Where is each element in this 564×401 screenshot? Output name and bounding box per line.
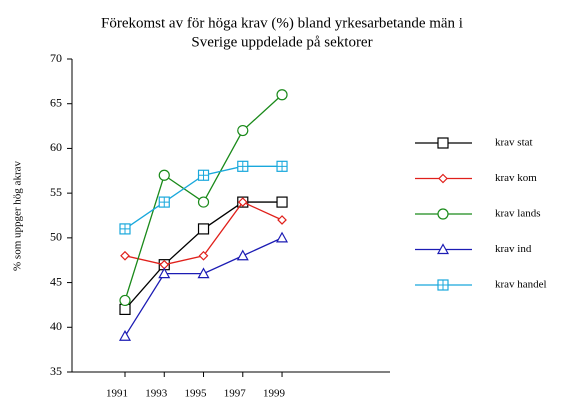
marker bbox=[438, 173, 448, 184]
marker-cross bbox=[277, 161, 288, 172]
x-tick-label: 1995 bbox=[185, 388, 208, 400]
marker-cross bbox=[237, 161, 248, 172]
marker bbox=[276, 89, 288, 101]
x-tick-label: 1999 bbox=[263, 388, 286, 400]
y-tick-label: 65 bbox=[50, 95, 62, 109]
legend-label: krav kom bbox=[495, 172, 537, 184]
marker bbox=[276, 196, 288, 208]
y-tick-label: 55 bbox=[50, 185, 62, 199]
y-tick-label: 70 bbox=[50, 51, 62, 65]
marker bbox=[119, 294, 131, 307]
legend-label: krav lands bbox=[495, 208, 541, 220]
marker bbox=[120, 250, 130, 261]
y-tick-label: 50 bbox=[50, 230, 62, 244]
marker bbox=[237, 124, 249, 137]
marker-cross bbox=[198, 170, 209, 181]
marker-cross bbox=[159, 197, 170, 208]
y-axis-label: % som uppger hög akrav bbox=[12, 161, 24, 271]
marker bbox=[158, 169, 170, 181]
marker bbox=[236, 249, 249, 261]
marker bbox=[437, 137, 449, 149]
marker-cross bbox=[438, 280, 448, 290]
marker bbox=[198, 250, 209, 261]
marker bbox=[158, 267, 171, 279]
marker-cross bbox=[120, 223, 130, 234]
marker bbox=[118, 329, 132, 341]
x-tick-label: 1991 bbox=[106, 388, 128, 400]
marker bbox=[436, 243, 450, 255]
marker bbox=[197, 196, 210, 208]
marker bbox=[197, 267, 210, 279]
chart-title: Förekomst av för höga krav (%) bland yrk… bbox=[101, 15, 463, 31]
marker bbox=[276, 231, 289, 243]
marker bbox=[197, 223, 210, 235]
legend-label: krav handel bbox=[495, 279, 547, 291]
y-tick-label: 35 bbox=[50, 364, 62, 378]
marker bbox=[277, 215, 287, 225]
y-tick-label: 40 bbox=[50, 319, 62, 333]
marker bbox=[437, 208, 449, 220]
x-tick-label: 1993 bbox=[145, 388, 168, 400]
legend-label: krav ind bbox=[495, 243, 532, 255]
chart-title: Sverige uppdelade på sektorer bbox=[191, 34, 372, 50]
marker bbox=[237, 197, 248, 207]
y-tick-label: 45 bbox=[50, 274, 62, 288]
y-tick-label: 60 bbox=[50, 140, 62, 154]
legend-label: krav stat bbox=[495, 137, 533, 149]
x-tick-label: 1997 bbox=[224, 388, 247, 400]
